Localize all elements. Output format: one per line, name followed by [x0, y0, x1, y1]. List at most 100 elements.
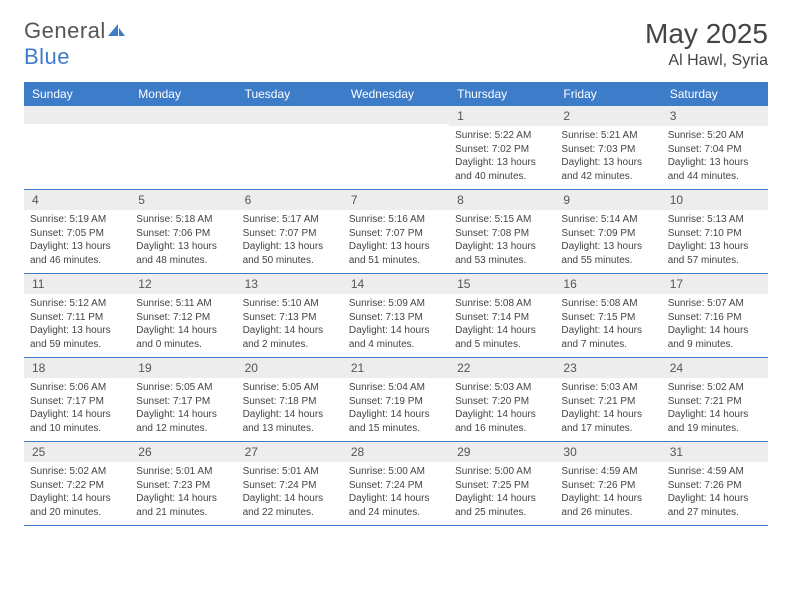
daylight-line: Daylight: 14 hours and 16 minutes. [455, 408, 549, 435]
sunset-line: Sunset: 7:13 PM [349, 311, 443, 325]
sunrise-line: Sunrise: 5:11 AM [136, 297, 230, 311]
calendar-cell: 5Sunrise: 5:18 AMSunset: 7:06 PMDaylight… [130, 190, 236, 274]
calendar-cell: 31Sunrise: 4:59 AMSunset: 7:26 PMDayligh… [662, 442, 768, 526]
day-number: 12 [130, 274, 236, 294]
day-details: Sunrise: 5:14 AMSunset: 7:09 PMDaylight:… [555, 210, 661, 273]
day-number: 15 [449, 274, 555, 294]
day-number: 7 [343, 190, 449, 210]
day-number: 17 [662, 274, 768, 294]
sunset-line: Sunset: 7:13 PM [243, 311, 337, 325]
sunset-line: Sunset: 7:08 PM [455, 227, 549, 241]
calendar-cell [24, 106, 130, 190]
sunrise-line: Sunrise: 5:01 AM [136, 465, 230, 479]
daylight-line: Daylight: 14 hours and 24 minutes. [349, 492, 443, 519]
calendar-cell: 2Sunrise: 5:21 AMSunset: 7:03 PMDaylight… [555, 106, 661, 190]
sunset-line: Sunset: 7:17 PM [136, 395, 230, 409]
sunset-line: Sunset: 7:21 PM [561, 395, 655, 409]
daylight-line: Daylight: 13 hours and 46 minutes. [30, 240, 124, 267]
logo: GeneralBlue [24, 18, 126, 70]
daylight-line: Daylight: 14 hours and 4 minutes. [349, 324, 443, 351]
sunset-line: Sunset: 7:22 PM [30, 479, 124, 493]
sunset-line: Sunset: 7:10 PM [668, 227, 762, 241]
sunset-line: Sunset: 7:18 PM [243, 395, 337, 409]
day-number: 24 [662, 358, 768, 378]
calendar-cell: 27Sunrise: 5:01 AMSunset: 7:24 PMDayligh… [237, 442, 343, 526]
sunrise-line: Sunrise: 5:19 AM [30, 213, 124, 227]
calendar-cell: 10Sunrise: 5:13 AMSunset: 7:10 PMDayligh… [662, 190, 768, 274]
calendar-cell: 11Sunrise: 5:12 AMSunset: 7:11 PMDayligh… [24, 274, 130, 358]
calendar-cell: 7Sunrise: 5:16 AMSunset: 7:07 PMDaylight… [343, 190, 449, 274]
day-number: 1 [449, 106, 555, 126]
calendar-cell: 18Sunrise: 5:06 AMSunset: 7:17 PMDayligh… [24, 358, 130, 442]
calendar-cell: 15 Sunrise: 5:08 AMSunset: 7:14 PMDayligh… [449, 274, 555, 358]
daylight-line: Daylight: 14 hours and 19 minutes. [668, 408, 762, 435]
daylight-line: Daylight: 13 hours and 53 minutes. [455, 240, 549, 267]
day-number: 19 [130, 358, 236, 378]
calendar-week: 11Sunrise: 5:12 AMSunset: 7:11 PMDayligh… [24, 274, 768, 358]
sunrise-line: Sunrise: 5:12 AM [30, 297, 124, 311]
day-header: Tuesday [237, 82, 343, 106]
sunset-line: Sunset: 7:25 PM [455, 479, 549, 493]
day-details: Sunrise: 5:03 AMSunset: 7:20 PMDaylight:… [449, 378, 555, 441]
day-details: Sunrise: 5:05 AMSunset: 7:17 PMDaylight:… [130, 378, 236, 441]
daylight-line: Daylight: 13 hours and 59 minutes. [30, 324, 124, 351]
sunrise-line: Sunrise: 5:03 AM [561, 381, 655, 395]
daylight-line: Daylight: 14 hours and 5 minutes. [455, 324, 549, 351]
day-details: Sunrise: 5:16 AMSunset: 7:07 PMDaylight:… [343, 210, 449, 273]
sunset-line: Sunset: 7:24 PM [349, 479, 443, 493]
day-details: Sunrise: 5:12 AMSunset: 7:11 PMDaylight:… [24, 294, 130, 357]
day-number: 13 [237, 274, 343, 294]
day-number [237, 106, 343, 124]
logo-text-blue: Blue [24, 44, 70, 69]
day-number [130, 106, 236, 124]
daylight-line: Daylight: 13 hours and 57 minutes. [668, 240, 762, 267]
day-details [130, 124, 236, 182]
daylight-line: Daylight: 14 hours and 7 minutes. [561, 324, 655, 351]
calendar-cell: 4Sunrise: 5:19 AMSunset: 7:05 PMDaylight… [24, 190, 130, 274]
daylight-line: Daylight: 13 hours and 51 minutes. [349, 240, 443, 267]
day-header: Friday [555, 82, 661, 106]
sunrise-line: Sunrise: 5:08 AM [455, 297, 549, 311]
day-number [24, 106, 130, 124]
day-number: 4 [24, 190, 130, 210]
day-details: Sunrise: 5:06 AMSunset: 7:17 PMDaylight:… [24, 378, 130, 441]
day-number: 25 [24, 442, 130, 462]
calendar-cell: 28Sunrise: 5:00 AMSunset: 7:24 PMDayligh… [343, 442, 449, 526]
day-details: Sunrise: 5:20 AMSunset: 7:04 PMDaylight:… [662, 126, 768, 189]
sunrise-line: Sunrise: 5:22 AM [455, 129, 549, 143]
sunrise-line: Sunrise: 5:10 AM [243, 297, 337, 311]
daylight-line: Daylight: 14 hours and 10 minutes. [30, 408, 124, 435]
sunset-line: Sunset: 7:26 PM [561, 479, 655, 493]
sunrise-line: Sunrise: 5:05 AM [136, 381, 230, 395]
daylight-line: Daylight: 14 hours and 17 minutes. [561, 408, 655, 435]
daylight-line: Daylight: 14 hours and 12 minutes. [136, 408, 230, 435]
calendar-cell [237, 106, 343, 190]
day-details [24, 124, 130, 182]
daylight-line: Daylight: 13 hours and 55 minutes. [561, 240, 655, 267]
daylight-line: Daylight: 13 hours and 44 minutes. [668, 156, 762, 183]
day-number: 30 [555, 442, 661, 462]
day-number: 20 [237, 358, 343, 378]
day-details: Sunrise: 5:07 AMSunset: 7:16 PMDaylight:… [662, 294, 768, 357]
day-number: 3 [662, 106, 768, 126]
calendar-cell: 9Sunrise: 5:14 AMSunset: 7:09 PMDaylight… [555, 190, 661, 274]
sunrise-line: Sunrise: 5:00 AM [349, 465, 443, 479]
day-details: Sunrise: 5:13 AMSunset: 7:10 PMDaylight:… [662, 210, 768, 273]
sunrise-line: Sunrise: 5:17 AM [243, 213, 337, 227]
day-details: Sunrise: 5:21 AMSunset: 7:03 PMDaylight:… [555, 126, 661, 189]
day-number: 27 [237, 442, 343, 462]
calendar-week: 4Sunrise: 5:19 AMSunset: 7:05 PMDaylight… [24, 190, 768, 274]
sunset-line: Sunset: 7:14 PM [455, 311, 549, 325]
sunrise-line: Sunrise: 5:20 AM [668, 129, 762, 143]
day-details: Sunrise: 5:10 AMSunset: 7:13 PMDaylight:… [237, 294, 343, 357]
day-details: Sunrise: 5:05 AMSunset: 7:18 PMDaylight:… [237, 378, 343, 441]
daylight-line: Daylight: 13 hours and 42 minutes. [561, 156, 655, 183]
sunrise-line: Sunrise: 4:59 AM [668, 465, 762, 479]
sunset-line: Sunset: 7:20 PM [455, 395, 549, 409]
day-number: 10 [662, 190, 768, 210]
calendar-cell: 30Sunrise: 4:59 AMSunset: 7:26 PMDayligh… [555, 442, 661, 526]
sunrise-line: Sunrise: 5:07 AM [668, 297, 762, 311]
day-details: Sunrise: 5:19 AMSunset: 7:05 PMDaylight:… [24, 210, 130, 273]
day-details: Sunrise: 5:15 AMSunset: 7:08 PMDaylight:… [449, 210, 555, 273]
calendar-week: 18Sunrise: 5:06 AMSunset: 7:17 PMDayligh… [24, 358, 768, 442]
